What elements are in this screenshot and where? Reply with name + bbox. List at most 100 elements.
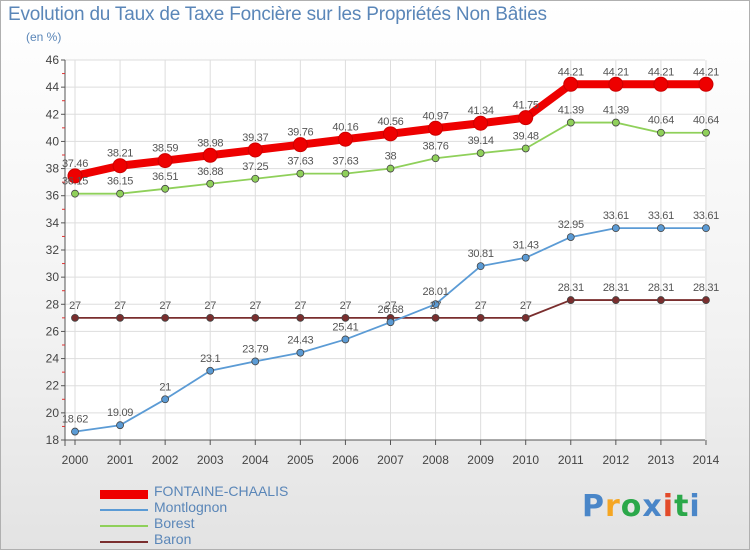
- data-point: [337, 131, 353, 147]
- x-tick-label: 2007: [377, 453, 404, 467]
- data-point: [116, 313, 124, 322]
- logo-letter: t: [674, 489, 690, 524]
- data-label: 40.16: [332, 121, 358, 133]
- data-label: 37.46: [62, 158, 88, 170]
- y-tick-label: 26: [46, 324, 60, 338]
- data-point: [157, 153, 173, 169]
- x-tick-label: 2014: [693, 453, 720, 467]
- data-point: [206, 313, 215, 322]
- data-label: 40.97: [423, 110, 449, 122]
- data-point: [476, 149, 485, 158]
- data-point: [608, 76, 624, 92]
- data-label: 30.81: [468, 248, 494, 260]
- data-point: [386, 318, 395, 327]
- data-label: 38.98: [197, 137, 223, 149]
- data-label: 27: [430, 300, 442, 312]
- data-label: 32.95: [558, 219, 584, 231]
- data-label: 33.61: [603, 210, 629, 222]
- y-tick-label: 46: [46, 53, 60, 67]
- data-point: [431, 300, 440, 309]
- data-label: 33.61: [648, 210, 674, 222]
- data-point: [296, 169, 305, 178]
- data-label: 28.31: [693, 282, 719, 294]
- data-point: [161, 313, 170, 322]
- data-point: [382, 126, 398, 142]
- logo-letter: i: [662, 489, 675, 524]
- data-point: [386, 164, 395, 173]
- data-label: 38.21: [107, 148, 133, 160]
- data-label: 44.21: [603, 66, 629, 78]
- data-label: 27: [475, 300, 487, 312]
- data-label: 27: [340, 300, 352, 312]
- logo-letter: i: [689, 489, 701, 524]
- x-tick-label: 2006: [332, 453, 359, 467]
- data-point: [518, 110, 534, 126]
- data-point: [698, 76, 714, 92]
- legend-swatch: [100, 525, 148, 527]
- data-point: [251, 357, 260, 366]
- data-label: 31.43: [513, 240, 539, 252]
- data-label: 41.39: [603, 105, 629, 117]
- y-tick-label: 24: [46, 352, 60, 366]
- x-ticks: 2000 2001 2002 2003 2004 2005 2006 2007 2008 2009…: [62, 440, 720, 467]
- data-label: 19.09: [107, 407, 133, 419]
- data-label: 36.88: [197, 166, 223, 178]
- data-label: 27: [204, 300, 216, 312]
- data-label: 38.59: [152, 143, 178, 155]
- y-tick-label: 32: [46, 243, 60, 257]
- data-label: 21: [159, 381, 171, 393]
- data-point: [653, 76, 669, 92]
- data-point: [566, 233, 575, 242]
- data-label: 27: [159, 300, 171, 312]
- logo-letter: o: [620, 489, 643, 524]
- data-point: [247, 142, 263, 158]
- x-tick-label: 2008: [422, 453, 449, 467]
- data-point: [473, 115, 489, 131]
- data-label: 36.15: [107, 176, 133, 188]
- data-point: [611, 224, 620, 233]
- y-ticks: 18 20 22 24 26 28 30 32 34 36 38 40 42 44 46: [46, 53, 65, 447]
- data-point: [161, 184, 170, 193]
- data-point: [341, 169, 350, 178]
- data-point: [431, 154, 440, 163]
- legend-label: Borest: [154, 515, 195, 531]
- data-label: 25.41: [332, 321, 358, 333]
- data-label: 27: [249, 300, 261, 312]
- series-borest: [71, 118, 710, 198]
- data-label: 40.64: [693, 115, 719, 127]
- y-tick-label: 22: [46, 379, 60, 393]
- data-label: 27: [114, 300, 126, 312]
- data-point: [611, 118, 620, 127]
- x-tick-label: 2004: [242, 453, 269, 467]
- y-tick-label: 28: [46, 297, 60, 311]
- data-point: [476, 262, 485, 271]
- data-point: [296, 348, 305, 357]
- data-label: 28.31: [603, 282, 629, 294]
- data-point: [116, 189, 124, 198]
- data-label: 27: [69, 300, 81, 312]
- data-label: 38: [385, 151, 397, 163]
- data-label: 37.25: [242, 161, 268, 173]
- series-montlognon: [71, 224, 710, 436]
- data-point: [702, 224, 710, 233]
- data-point: [296, 313, 305, 322]
- logo-letter: r: [605, 489, 621, 524]
- x-tick-label: 2001: [107, 453, 134, 467]
- y-tick-label: 20: [46, 406, 60, 420]
- data-point: [71, 427, 79, 436]
- series-baron: [71, 296, 710, 322]
- data-label: 27: [385, 300, 397, 312]
- data-label: 40.64: [648, 115, 674, 127]
- data-point: [206, 366, 215, 375]
- legend-swatch: [100, 509, 148, 511]
- data-point: [71, 313, 79, 322]
- data-point: [566, 296, 575, 304]
- data-point: [428, 120, 444, 136]
- y-tick-label: 18: [46, 433, 60, 447]
- data-point: [251, 313, 260, 322]
- x-tick-label: 2002: [152, 453, 179, 467]
- x-tick-label: 2003: [197, 453, 224, 467]
- data-label: 44.21: [558, 66, 584, 78]
- data-label: 23.79: [242, 343, 268, 355]
- data-point: [116, 421, 124, 430]
